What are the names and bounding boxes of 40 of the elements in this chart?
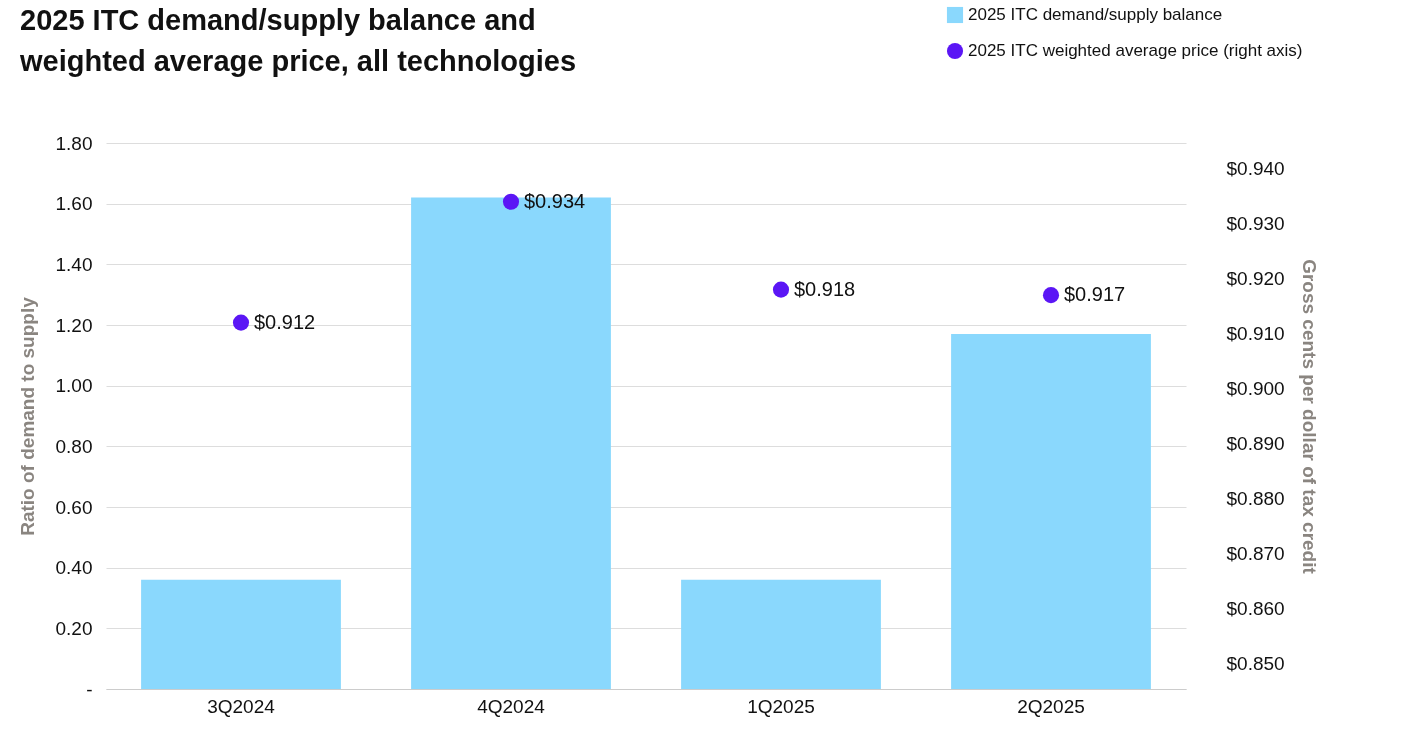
legend-label: 2025 ITC weighted average price (right axis): [968, 41, 1303, 60]
x-tick-label: 2Q2025: [1017, 695, 1085, 717]
point: [1042, 287, 1060, 304]
y2-tick-label: $0.930: [1226, 213, 1285, 235]
y-tick-label: 1.40: [55, 253, 93, 275]
x-tick-label: 3Q2024: [207, 695, 276, 717]
y-tick-label: 0.80: [55, 435, 93, 457]
y2-tick-label: $0.880: [1226, 487, 1285, 509]
x-tick-label: 4Q2024: [477, 695, 546, 717]
data-label: $0.918: [794, 277, 856, 300]
y-tick-label: 1.00: [55, 375, 93, 397]
y2-tick-label: $0.870: [1226, 542, 1285, 564]
y2-tick-label: $0.890: [1226, 432, 1285, 454]
y2-tick-label: $0.860: [1226, 597, 1285, 619]
bar: [141, 579, 341, 689]
x-tick-label: 1Q2025: [747, 695, 815, 717]
y-tick-label: 0.20: [55, 617, 93, 639]
y-tick-label: -: [86, 678, 93, 700]
legend-label: 2025 ITC demand/supply balance: [968, 5, 1223, 24]
y-tick-label: 1.60: [55, 193, 93, 215]
point: [772, 281, 790, 298]
point: [232, 314, 250, 331]
bar: [951, 334, 1151, 689]
y2-axis-title: Gross cents per dollar of tax credit: [1298, 259, 1320, 575]
y2-tick-label: $0.850: [1226, 652, 1285, 674]
bar: [681, 579, 881, 689]
y-axis-title: Ratio of demand to supply: [16, 296, 38, 536]
y-tick-label: 0.60: [55, 496, 93, 518]
data-label: $0.912: [254, 310, 316, 333]
y2-tick-label: $0.920: [1226, 268, 1285, 290]
y-tick-label: 0.40: [55, 557, 93, 579]
data-label: $0.917: [1064, 283, 1126, 306]
chart-title: 2025 ITC demand/supply balance and weighted average price, all technologies: [20, 3, 577, 79]
y-tick-label: 1.80: [55, 132, 93, 154]
y-tick-label: 1.20: [55, 314, 93, 336]
point: [502, 193, 520, 210]
y2-tick-label: $0.910: [1226, 323, 1285, 345]
data-label: $0.934: [524, 189, 586, 212]
y2-tick-label: $0.940: [1226, 158, 1285, 180]
y2-tick-label: $0.900: [1226, 378, 1285, 400]
